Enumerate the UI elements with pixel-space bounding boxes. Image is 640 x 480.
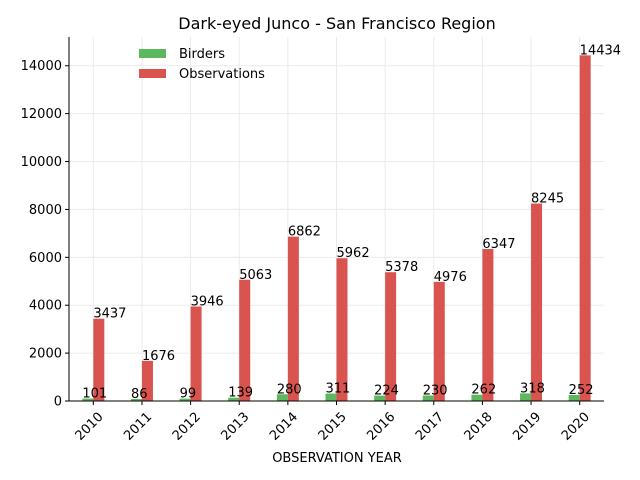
data-label-birders-2019: 318 [520, 381, 545, 396]
bar-observations-2018 [482, 249, 494, 401]
data-label-birders-2013: 139 [228, 386, 253, 401]
chart-title: Dark-eyed Junco - San Francisco Region [178, 14, 495, 33]
x-tick-label: 2014 [267, 410, 301, 444]
data-label-observations-2011: 1676 [142, 349, 175, 364]
bar-observations-2015 [336, 258, 348, 401]
data-label-observations-2017: 4976 [434, 270, 467, 285]
bars [82, 55, 591, 401]
bar-birders-2014 [276, 394, 288, 401]
axes: 0 2000 4000 6000 8000 10000 12000 14000 2010 2011… [21, 37, 604, 444]
data-label-observations-2012: 3946 [191, 295, 224, 310]
bar-observations-2016 [385, 272, 397, 401]
bar-observations-2011 [141, 360, 153, 401]
y-tick-label: 8000 [29, 203, 62, 218]
bar-birders-2017 [422, 395, 434, 401]
x-tick-label: 2015 [316, 410, 350, 444]
data-label-observations-2020: 14434 [580, 43, 621, 58]
y-tick-label: 0 [54, 395, 62, 410]
bar-birders-2011 [130, 398, 142, 401]
x-tick-label: 2018 [462, 410, 496, 444]
bar-observations-2014 [287, 236, 299, 401]
x-tick-label: 2017 [413, 410, 447, 444]
data-label-observations-2016: 5378 [385, 260, 418, 275]
bar-birders-2012 [179, 398, 191, 401]
data-label-birders-2012: 99 [180, 387, 197, 402]
bar-birders-2019 [520, 393, 532, 401]
y-tick-label: 6000 [29, 251, 62, 266]
x-tick-label: 2010 [73, 410, 107, 444]
x-axis-label: OBSERVATION YEAR [272, 451, 402, 466]
data-label-birders-2015: 311 [326, 382, 351, 397]
data-label-birders-2018: 262 [471, 383, 496, 398]
bar-birders-2018 [471, 394, 483, 401]
legend: Birders Observations [139, 47, 265, 82]
bar-observations-2019 [531, 203, 543, 401]
data-label-birders-2014: 280 [277, 382, 302, 397]
bar-observations-2012 [190, 306, 202, 401]
x-tick-label: 2012 [170, 410, 204, 444]
bar-birders-2010 [82, 398, 94, 401]
y-tick-label: 10000 [21, 155, 62, 170]
bar-birders-2020 [568, 394, 580, 401]
bar-birders-2016 [374, 395, 386, 401]
data-label-birders-2016: 224 [374, 384, 399, 399]
x-tick-label: 2011 [121, 410, 155, 444]
data-label-observations-2010: 3437 [93, 307, 126, 322]
data-label-observations-2019: 8245 [531, 192, 564, 207]
data-label-observations-2018: 6347 [482, 237, 515, 252]
y-tick-label: 4000 [29, 299, 62, 314]
data-label-birders-2010: 101 [82, 387, 107, 402]
data-label-birders-2020: 252 [569, 383, 594, 398]
x-tick-label: 2013 [218, 410, 252, 444]
legend-label-birders: Birders [179, 47, 225, 62]
data-label-birders-2017: 230 [423, 383, 448, 398]
y-tick-label: 14000 [21, 59, 62, 74]
bar-observations-2013 [239, 279, 251, 401]
data-label-birders-2011: 86 [131, 387, 148, 402]
bar-observations-2017 [433, 281, 445, 401]
bar-observations-2010 [93, 318, 105, 401]
y-tick-label: 12000 [21, 107, 62, 122]
data-label-observations-2014: 6862 [288, 225, 321, 240]
bar-birders-2015 [325, 393, 337, 401]
x-tick-label: 2020 [559, 410, 593, 444]
legend-swatch-observations [139, 69, 166, 78]
legend-swatch-birders [139, 49, 166, 58]
x-tick-label: 2019 [510, 410, 544, 444]
data-label-observations-2015: 5962 [337, 246, 370, 261]
legend-label-observations: Observations [179, 67, 265, 82]
x-tick-label: 2016 [364, 410, 398, 444]
data-label-observations-2013: 5063 [239, 268, 272, 283]
data-labels: 101 86 99 139 280 311 224 230 262 318 252 3437 1676 3… [82, 43, 621, 402]
bar-observations-2020 [579, 55, 591, 401]
y-tick-label: 2000 [29, 347, 62, 362]
bar-birders-2013 [228, 397, 240, 401]
